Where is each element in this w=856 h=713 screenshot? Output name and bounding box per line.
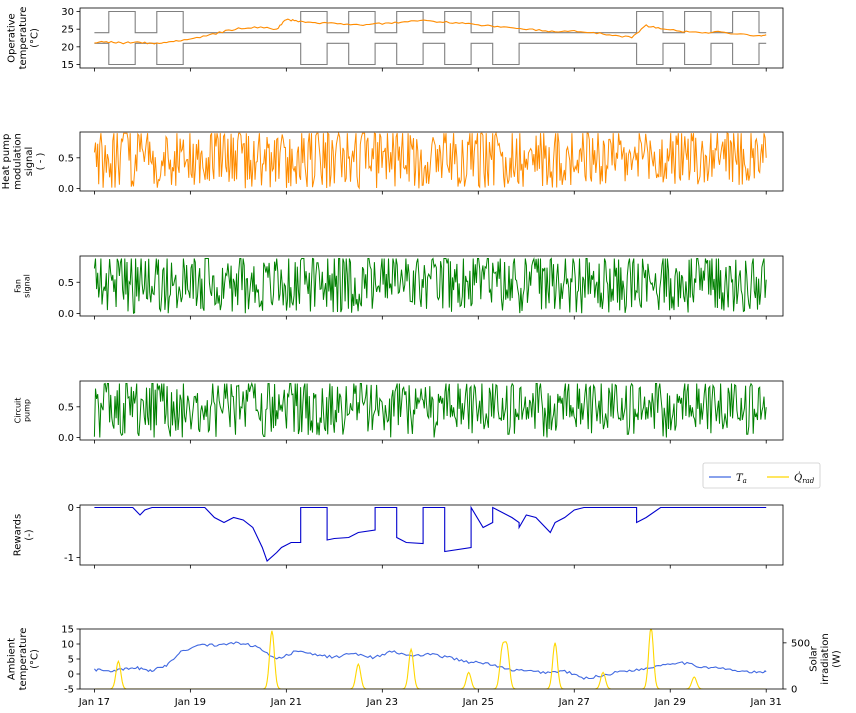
y-axis-label: Heat pump xyxy=(1,134,12,190)
y-axis-label: ( - ) xyxy=(35,153,46,171)
legend-box xyxy=(702,462,821,489)
x-tick-label: Jan 21 xyxy=(270,697,302,708)
plot-area xyxy=(94,10,767,66)
series-line-rewards xyxy=(94,505,767,562)
axes-frame xyxy=(79,255,784,317)
plot-area xyxy=(93,132,767,190)
y2-tick-label: 0 xyxy=(791,685,797,696)
y-axis-label: Circuit xyxy=(14,398,23,424)
series-line-ambient xyxy=(93,641,767,680)
y-tick-label: 0.0 xyxy=(58,433,74,444)
legend-entry: Ta xyxy=(736,473,747,485)
x-tick-label: Jan 29 xyxy=(654,697,686,708)
series-line-noise xyxy=(93,256,767,314)
series-line-noise xyxy=(93,381,767,438)
y-tick-label: 15 xyxy=(61,625,74,636)
y2-axis-label: Solar xyxy=(809,645,820,671)
legend: Ta Q̇rad xyxy=(702,462,821,489)
y-tick-label: 20 xyxy=(61,42,74,53)
x-tick-label: Jan 27 xyxy=(558,697,590,708)
y-axis-label: (°C) xyxy=(30,28,41,48)
y-axis-label: Fan xyxy=(14,279,23,293)
subplot-1: 15 20 25 30 Operative temperature (°C) xyxy=(7,7,784,72)
y2-tick-label: 500 xyxy=(791,638,810,649)
series-line-comfort-lower xyxy=(94,42,767,66)
y-tick-label: 0.5 xyxy=(58,402,74,413)
y-tick-label: 0 xyxy=(68,670,74,681)
y-axis-label: Rewards xyxy=(12,514,23,556)
subplot-5: 0 -1 Rewards (-) xyxy=(12,503,784,569)
x-tick-label: Jan 25 xyxy=(462,697,494,708)
axes-frame xyxy=(79,628,784,690)
subplot-3: 0.0 0.5 Fan signal xyxy=(14,255,784,320)
subplot-2: 0.0 0.5 Heat pump modulation signal( - ) xyxy=(1,131,784,195)
axes-frame xyxy=(79,131,784,192)
y-tick-label: 15 xyxy=(61,60,74,71)
axes-frame xyxy=(79,504,784,566)
series-line-operative xyxy=(94,18,767,45)
y-axis-label: signal xyxy=(24,147,35,177)
series-line-noise xyxy=(93,132,767,190)
axes-frame xyxy=(79,380,784,441)
y2-axis-label: irradiation xyxy=(820,633,831,684)
x-tick-label: Jan 31 xyxy=(750,697,782,708)
subplot-6: -5 0 5 10 15 Jan 17 Jan 19 Jan 21 Jan 23 Jan 25 Ja… xyxy=(7,462,843,708)
y-tick-label: 0.5 xyxy=(58,278,74,289)
legend-entry: Q̇rad xyxy=(794,472,815,485)
y-axis-label: (°C) xyxy=(30,649,41,669)
x-tick-label: Jan 17 xyxy=(78,697,110,708)
y-tick-label: 30 xyxy=(61,7,74,18)
plot-area xyxy=(93,256,767,314)
axes-frame xyxy=(79,7,784,69)
series-line-solar xyxy=(94,629,767,689)
y-tick-label: 0.0 xyxy=(58,309,74,320)
y-axis-label: (-) xyxy=(24,529,35,541)
y-tick-label: 10 xyxy=(61,640,74,651)
plot-area xyxy=(94,505,767,562)
subplot-4: 0.0 0.5 Circuit pump xyxy=(14,380,784,444)
y2-axis-label: (W) xyxy=(832,650,843,668)
series-line-comfort-upper xyxy=(94,10,767,34)
y-axis-label: signal xyxy=(23,274,32,298)
y-tick-label: 5 xyxy=(68,655,74,666)
x-tick-label: Jan 19 xyxy=(174,697,206,708)
y-axis-label: Ambient xyxy=(7,638,18,680)
plot-area xyxy=(93,629,767,689)
y-axis-label: temperature xyxy=(18,628,29,691)
y-tick-label: 0 xyxy=(68,503,74,514)
y-tick-label: 0.0 xyxy=(58,184,74,195)
y-tick-label: 25 xyxy=(61,25,74,36)
y-axis-label: modulation xyxy=(12,133,23,190)
y-axis-label: pump xyxy=(23,399,32,422)
y-tick-label: 0.5 xyxy=(58,153,74,164)
y-axis-label: temperature xyxy=(18,7,29,70)
y-axis-label: Operative xyxy=(7,13,18,62)
x-tick-label: Jan 23 xyxy=(366,697,398,708)
y-tick-label: -1 xyxy=(64,553,74,564)
y-tick-label: -5 xyxy=(64,685,74,696)
plot-area xyxy=(93,381,767,438)
